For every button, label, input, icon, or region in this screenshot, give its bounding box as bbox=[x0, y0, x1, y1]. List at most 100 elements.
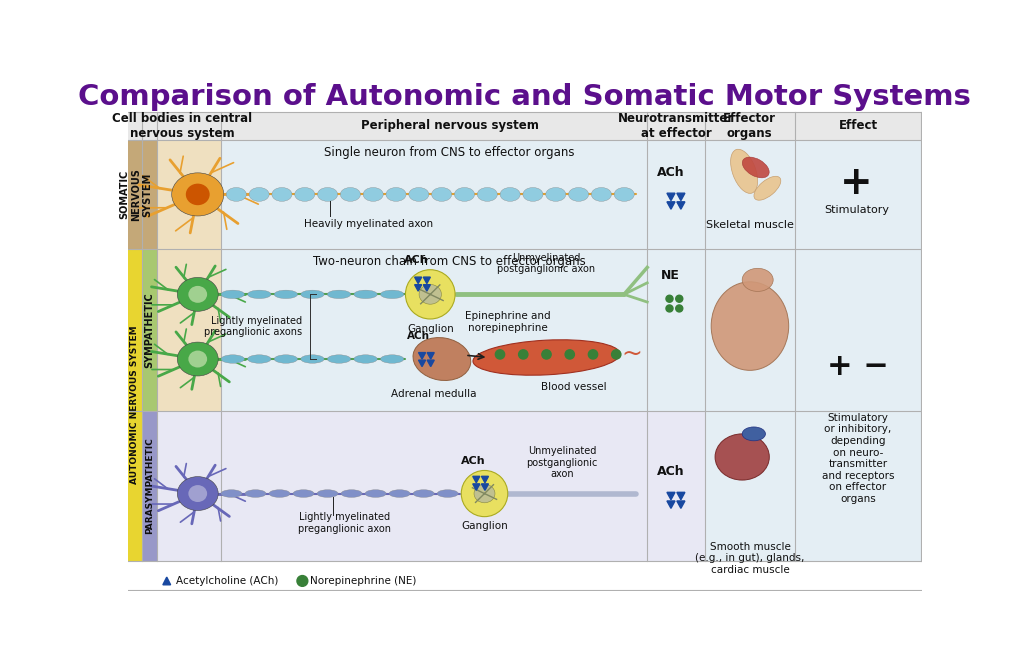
Polygon shape bbox=[667, 193, 675, 201]
Text: ACh: ACh bbox=[656, 167, 684, 179]
Ellipse shape bbox=[177, 278, 218, 311]
Text: Unmyelinated
postganglionic
axon: Unmyelinated postganglionic axon bbox=[526, 446, 598, 479]
Ellipse shape bbox=[473, 340, 620, 375]
Circle shape bbox=[406, 270, 455, 319]
Ellipse shape bbox=[409, 187, 429, 201]
Ellipse shape bbox=[500, 187, 520, 201]
Bar bbox=[142, 249, 158, 411]
Polygon shape bbox=[419, 360, 426, 367]
Polygon shape bbox=[473, 476, 480, 483]
Ellipse shape bbox=[328, 290, 350, 299]
Polygon shape bbox=[481, 476, 488, 483]
Polygon shape bbox=[427, 353, 434, 359]
Ellipse shape bbox=[477, 187, 498, 201]
Ellipse shape bbox=[742, 427, 765, 441]
Circle shape bbox=[666, 305, 673, 312]
Ellipse shape bbox=[742, 268, 773, 291]
Text: Effect: Effect bbox=[839, 120, 878, 132]
Ellipse shape bbox=[221, 355, 245, 363]
Polygon shape bbox=[473, 484, 480, 490]
Polygon shape bbox=[677, 202, 685, 209]
Bar bbox=[706, 139, 795, 249]
Polygon shape bbox=[427, 360, 434, 367]
Text: Blood vessel: Blood vessel bbox=[541, 382, 606, 392]
Ellipse shape bbox=[614, 187, 634, 201]
Text: Lightly myelinated
preganglionic axons: Lightly myelinated preganglionic axons bbox=[204, 316, 302, 337]
Ellipse shape bbox=[177, 477, 218, 511]
Ellipse shape bbox=[381, 290, 403, 299]
Bar bbox=[128, 112, 922, 139]
Text: Acetylcholine (ACh): Acetylcholine (ACh) bbox=[176, 576, 279, 586]
Ellipse shape bbox=[419, 284, 441, 304]
Ellipse shape bbox=[226, 187, 247, 201]
Circle shape bbox=[589, 350, 598, 359]
Bar bbox=[706, 249, 795, 561]
Text: Ganglion: Ganglion bbox=[461, 521, 508, 531]
Text: Unmyelinated
postganglionic axon: Unmyelinated postganglionic axon bbox=[498, 253, 596, 274]
Bar bbox=[221, 139, 647, 249]
Ellipse shape bbox=[188, 351, 207, 367]
Polygon shape bbox=[415, 285, 422, 291]
Ellipse shape bbox=[328, 355, 350, 363]
Circle shape bbox=[461, 471, 508, 517]
Ellipse shape bbox=[568, 187, 589, 201]
Polygon shape bbox=[667, 492, 675, 500]
Circle shape bbox=[542, 350, 551, 359]
Ellipse shape bbox=[341, 490, 362, 497]
Text: Norepinephrine (NE): Norepinephrine (NE) bbox=[310, 576, 417, 586]
Ellipse shape bbox=[221, 490, 242, 497]
Ellipse shape bbox=[248, 290, 271, 299]
Ellipse shape bbox=[354, 290, 377, 299]
Text: Stimulatory: Stimulatory bbox=[824, 205, 889, 215]
Text: Cell bodies in central
nervous system: Cell bodies in central nervous system bbox=[113, 112, 252, 140]
Ellipse shape bbox=[185, 184, 210, 205]
Ellipse shape bbox=[712, 282, 788, 371]
Ellipse shape bbox=[474, 484, 495, 503]
Polygon shape bbox=[667, 501, 675, 509]
Bar bbox=[158, 249, 221, 411]
Bar bbox=[795, 249, 922, 561]
Text: Adrenal medulla: Adrenal medulla bbox=[391, 388, 477, 398]
Ellipse shape bbox=[437, 490, 459, 497]
Bar bbox=[158, 139, 221, 249]
Ellipse shape bbox=[730, 149, 758, 193]
Ellipse shape bbox=[340, 187, 360, 201]
Circle shape bbox=[611, 350, 621, 359]
Bar bbox=[647, 249, 706, 411]
Text: + −: + − bbox=[827, 352, 889, 381]
Bar bbox=[142, 411, 158, 561]
Ellipse shape bbox=[172, 173, 224, 216]
Polygon shape bbox=[667, 202, 675, 209]
Text: Lightly myelinated
preganglionic axon: Lightly myelinated preganglionic axon bbox=[299, 512, 391, 534]
Polygon shape bbox=[481, 484, 488, 490]
Polygon shape bbox=[423, 285, 430, 291]
Text: Neurotransmitter
at effector: Neurotransmitter at effector bbox=[617, 112, 734, 140]
Bar bbox=[221, 249, 647, 411]
Ellipse shape bbox=[221, 290, 245, 299]
Text: +: + bbox=[840, 164, 872, 202]
Circle shape bbox=[297, 576, 308, 586]
Ellipse shape bbox=[389, 490, 411, 497]
Ellipse shape bbox=[249, 187, 269, 201]
Ellipse shape bbox=[301, 290, 325, 299]
Polygon shape bbox=[423, 277, 430, 284]
Polygon shape bbox=[415, 277, 422, 284]
Ellipse shape bbox=[293, 490, 314, 497]
Text: Two-neuron chain from CNS to effector organs: Two-neuron chain from CNS to effector or… bbox=[313, 255, 586, 268]
Ellipse shape bbox=[188, 485, 207, 502]
Circle shape bbox=[666, 295, 673, 302]
Text: Stimulatory
or inhibitory,
depending
on neuro-
transmitter
and receptors
on effe: Stimulatory or inhibitory, depending on … bbox=[822, 413, 894, 504]
Ellipse shape bbox=[413, 337, 471, 380]
Circle shape bbox=[676, 295, 683, 302]
Ellipse shape bbox=[269, 490, 290, 497]
Text: SOMATIC
NERVOUS
SYSTEM: SOMATIC NERVOUS SYSTEM bbox=[119, 168, 153, 221]
Text: ACh: ACh bbox=[656, 465, 684, 479]
Polygon shape bbox=[419, 353, 426, 359]
Bar bbox=[706, 249, 795, 411]
Text: ACh: ACh bbox=[404, 256, 429, 266]
Ellipse shape bbox=[715, 434, 769, 480]
Ellipse shape bbox=[386, 187, 407, 201]
Ellipse shape bbox=[754, 177, 781, 201]
Ellipse shape bbox=[364, 187, 383, 201]
Ellipse shape bbox=[301, 355, 325, 363]
